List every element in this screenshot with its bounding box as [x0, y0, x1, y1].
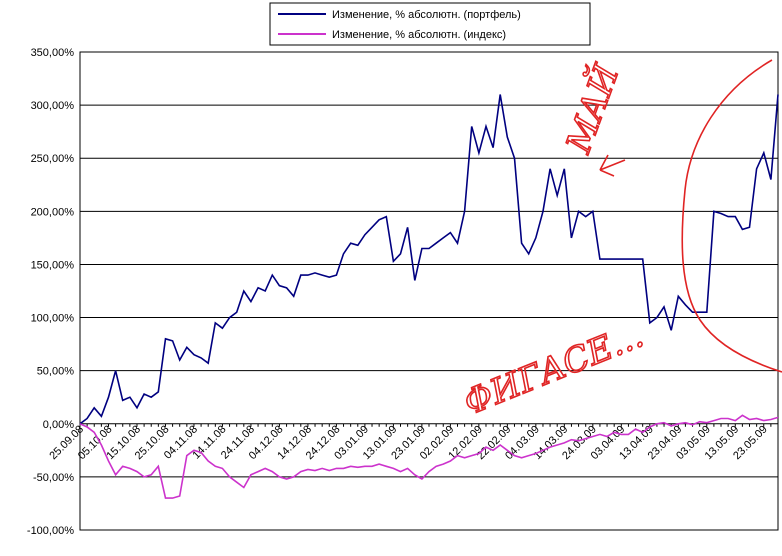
red-arrow [599, 154, 626, 177]
y-tick-label: 100,00% [31, 313, 75, 325]
y-tick-label: 300,00% [31, 100, 75, 112]
legend-label: Изменение, % абсолютн. (индекс) [332, 29, 506, 41]
series-line [79, 94, 779, 425]
annotation: МАЙ [557, 58, 628, 159]
y-tick-label: 250,00% [31, 153, 75, 165]
legend [269, 2, 591, 46]
lines [79, 94, 779, 499]
y-tick-label: 50,00% [37, 366, 75, 378]
series-line [79, 414, 779, 499]
red-curve [681, 59, 782, 373]
y-tick-label: 350,00% [31, 47, 75, 59]
y-tick-label: 150,00% [31, 259, 75, 271]
grid: -100,00% -50,00% 0,00% 50,00% 100,00% 150,00%… [27, 47, 779, 537]
legend-label: Изменение, % абсолютн. (портфель) [332, 9, 521, 21]
annotation: ФИГАСЕ... [458, 315, 649, 423]
y-tick-label: -100,00% [27, 525, 74, 537]
y-tick-label: -50,00% [33, 472, 74, 484]
y-tick-label: 200,00% [31, 206, 75, 218]
y-tick-label: 0,00% [43, 419, 74, 431]
